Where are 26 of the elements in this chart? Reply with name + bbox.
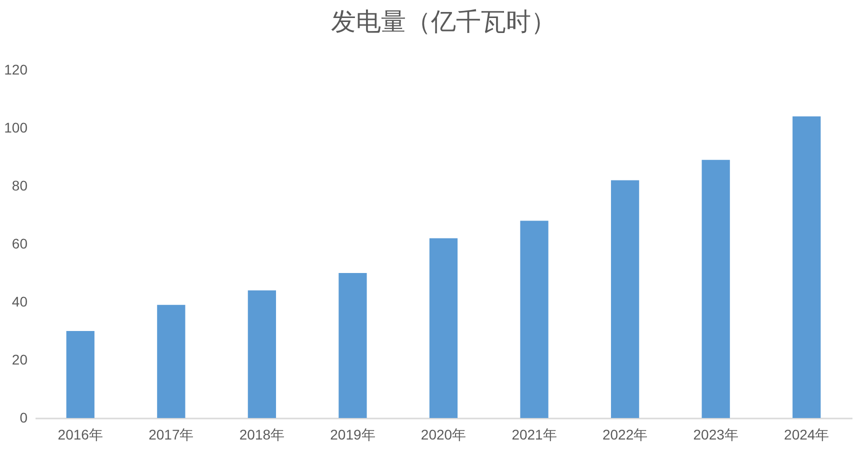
x-tick-label: 2016年 (58, 426, 103, 442)
x-tick-label: 2019年 (330, 426, 376, 442)
y-tick-label: 20 (12, 352, 28, 368)
bar (157, 304, 186, 418)
x-tick-label: 2021年 (512, 426, 557, 442)
x-tick-label: 2024年 (784, 426, 830, 442)
x-tick-label: 2020年 (420, 426, 466, 442)
bar (429, 238, 458, 418)
bar (338, 273, 367, 418)
x-tick-label: 2022年 (602, 426, 648, 442)
bar (66, 331, 94, 418)
y-tick-label: 120 (4, 62, 28, 78)
y-tick-label: 100 (4, 120, 28, 136)
y-tick-label: 60 (12, 236, 28, 252)
bar (610, 180, 640, 418)
x-tick-label: 2018年 (239, 426, 285, 442)
y-tick-label: 0 (20, 410, 28, 426)
y-tick-label: 80 (12, 178, 28, 194)
bar (702, 160, 730, 418)
chart-title: 发电量（亿千瓦时） (331, 8, 556, 36)
bar (248, 290, 276, 418)
x-tick-label: 2023年 (693, 426, 738, 442)
bar (520, 220, 548, 418)
y-tick-label: 40 (12, 294, 28, 310)
x-tick-label: 2017年 (148, 426, 194, 442)
bar (792, 116, 821, 418)
